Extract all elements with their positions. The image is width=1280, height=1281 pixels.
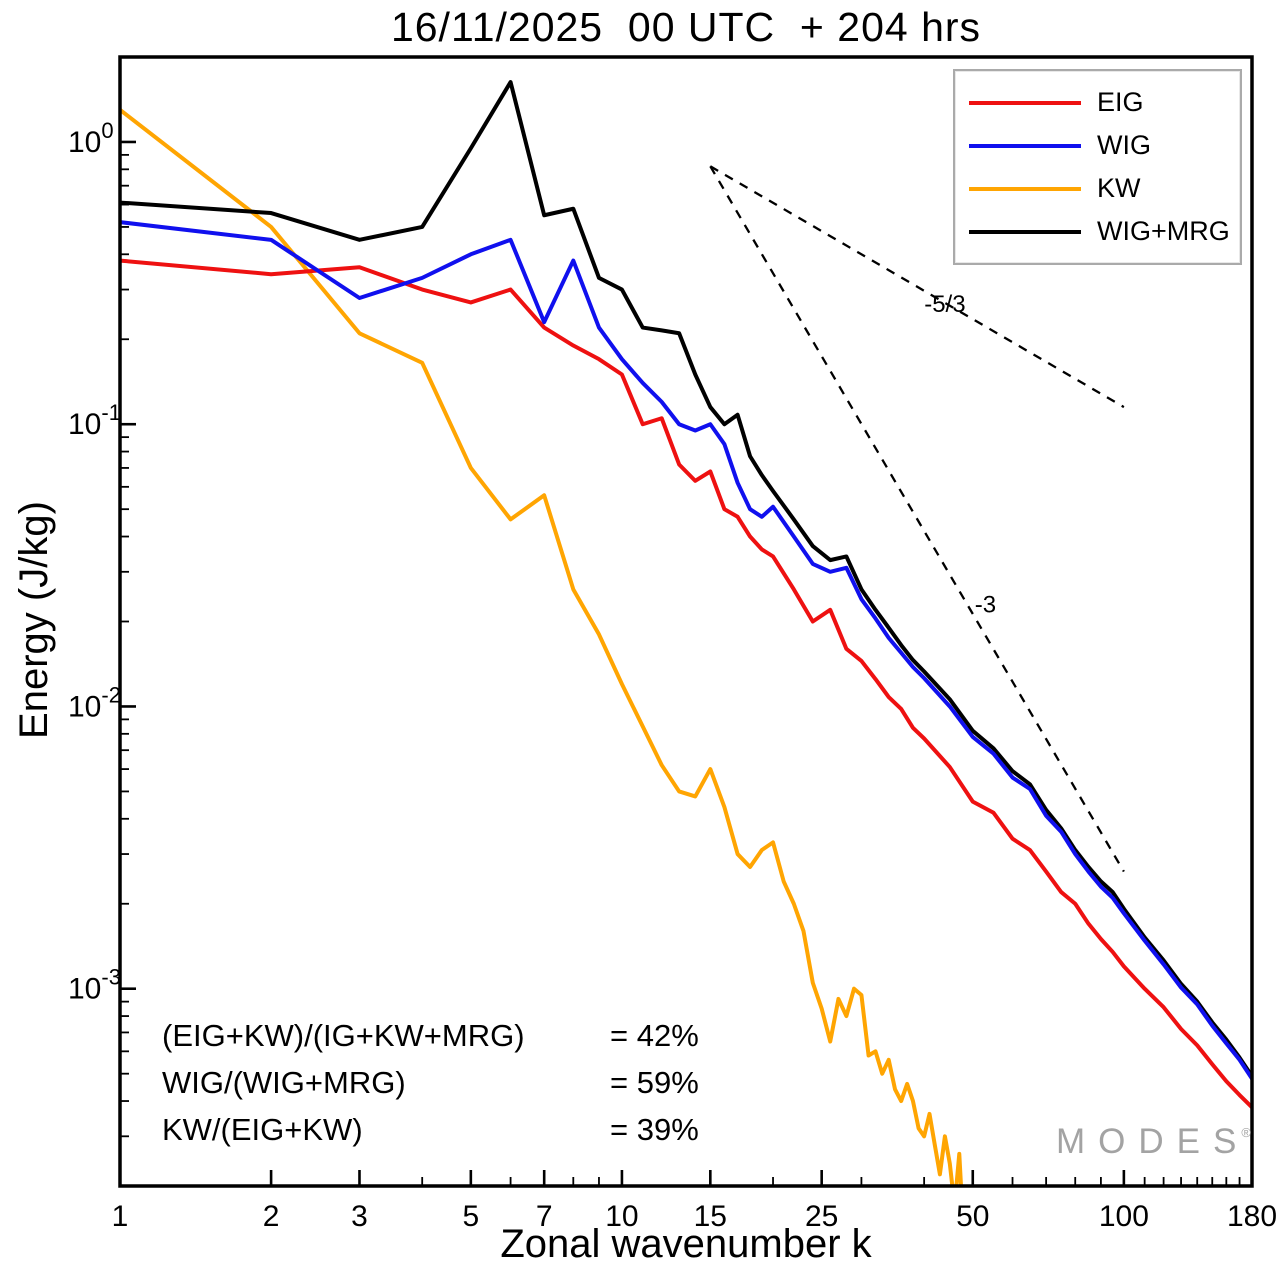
legend-line-wig-mrg — [969, 229, 1081, 234]
legend-item-wig: WIG — [969, 130, 1240, 161]
registered-mark: ® — [1241, 1125, 1251, 1140]
legend: EIG WIG KW WIG+MRG — [953, 69, 1242, 265]
modes-watermark-text: MODES — [1056, 1122, 1250, 1161]
svg-text:100: 100 — [68, 118, 114, 159]
x-axis-ticks: 1 2 3 5 7 10 15 25 50 100 180 — [112, 1170, 1277, 1233]
legend-label-eig: EIG — [1097, 87, 1144, 117]
stats-row-3-value: = 39% — [610, 1112, 699, 1147]
plot-frame — [118, 55, 1254, 1188]
svg-text:100: 100 — [1099, 1200, 1149, 1233]
legend-line-wig — [969, 143, 1081, 148]
x-axis-label: Zonal wavenumber k — [500, 1222, 872, 1266]
legend-item-eig: EIG — [969, 87, 1240, 118]
modes-watermark: MODES® — [1056, 1122, 1259, 1162]
chart-title: 16/11/2025 00 UTC + 204 hrs — [390, 4, 982, 50]
svg-text:10-3: 10-3 — [68, 965, 121, 1006]
legend-line-kw — [969, 186, 1081, 191]
y-axis-ticks: 100 10-1 10-2 10-3 — [68, 118, 136, 1138]
stats-block: (EIG+KW)/(IG+KW+MRG) = 42% WIG/(WIG+MRG)… — [162, 1016, 699, 1150]
svg-text:2: 2 — [263, 1200, 280, 1233]
stats-row-2-value: = 59% — [610, 1065, 699, 1100]
svg-text:180: 180 — [1227, 1200, 1277, 1233]
legend-label-wig-mrg: WIG+MRG — [1097, 216, 1230, 246]
slope-line--5/3 — [709, 165, 1125, 409]
legend-line-eig — [969, 100, 1081, 105]
svg-text:1: 1 — [112, 1200, 129, 1233]
stats-row-3-expression: KW/(EIG+KW) — [162, 1112, 363, 1147]
slope-label--3: -3 — [975, 592, 996, 619]
svg-text:15: 15 — [694, 1200, 727, 1233]
legend-item-wig-mrg: WIG+MRG — [969, 216, 1240, 247]
series-line-kw — [120, 107, 964, 1186]
legend-label-wig: WIG — [1097, 130, 1151, 160]
series-line-wig-mrg — [120, 80, 1252, 1079]
series-line-eig — [120, 258, 1252, 1110]
stats-row-2-expression: WIG/(WIG+MRG) — [162, 1065, 406, 1100]
svg-text:5: 5 — [462, 1200, 479, 1233]
svg-text:10: 10 — [605, 1200, 638, 1233]
svg-text:10-2: 10-2 — [68, 682, 121, 723]
y-axis-label: Energy (J/kg) — [12, 501, 56, 739]
svg-text:7: 7 — [536, 1200, 553, 1233]
svg-text:3: 3 — [351, 1200, 368, 1233]
svg-text:10-1: 10-1 — [68, 400, 121, 441]
stats-row-1-value: = 42% — [610, 1018, 699, 1053]
legend-item-kw: KW — [969, 173, 1240, 204]
svg-text:25: 25 — [805, 1200, 838, 1233]
svg-text:50: 50 — [956, 1200, 989, 1233]
stats-row-1-expression: (EIG+KW)/(IG+KW+MRG) — [162, 1018, 525, 1053]
slope-label--5/3: -5/3 — [924, 291, 965, 318]
series-lines — [120, 80, 1252, 1186]
series-line-wig — [120, 220, 1252, 1081]
slope-line--3 — [709, 165, 1125, 873]
legend-label-kw: KW — [1097, 173, 1141, 203]
